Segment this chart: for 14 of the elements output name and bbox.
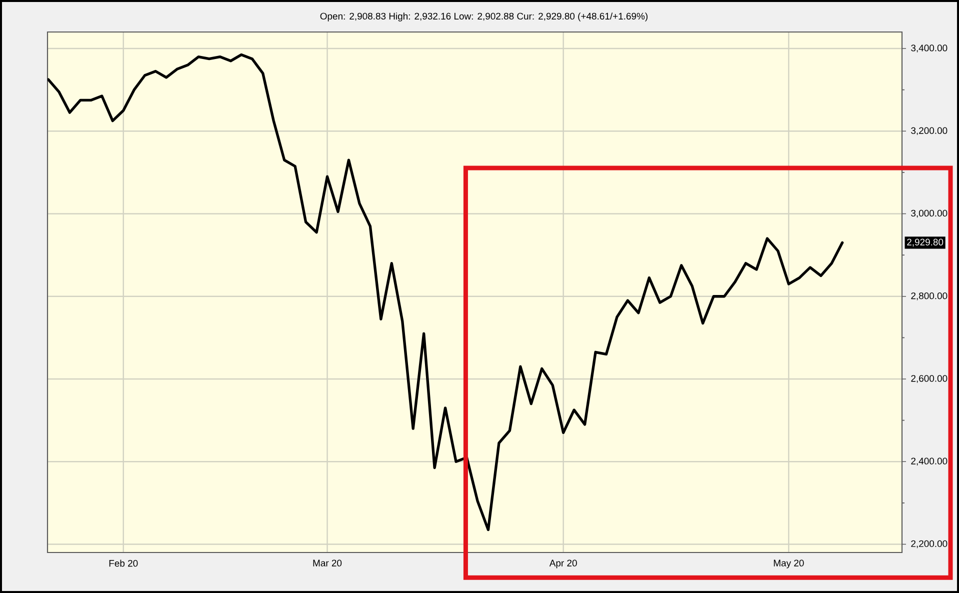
y-tick-label: 2,200.00	[911, 540, 948, 548]
y-tick-label: 2,600.00	[911, 375, 948, 383]
y-tick-label: 3,200.00	[911, 127, 948, 136]
y-tick-label: 2,800.00	[911, 292, 948, 300]
x-tick-label: Apr 20	[549, 560, 577, 568]
y-tick-label: 2,400.00	[911, 458, 948, 466]
chart-subtitle: Open: 2,908.83 High: 2,932.16 Low: 2,902.88 Cur: 2,929.80 (+48.61/+1.69%)	[320, 12, 648, 22]
y-tick-label: 3,400.00	[911, 44, 948, 52]
line-series	[48, 53, 844, 532]
x-tick-label: Feb 20	[109, 560, 138, 567]
x-tick-label: Mar 20	[313, 560, 342, 566]
x-tick-label: May 20	[774, 560, 804, 568]
text: 2,929.80	[907, 238, 944, 247]
y-tick-label: 3,000.00	[911, 210, 948, 218]
